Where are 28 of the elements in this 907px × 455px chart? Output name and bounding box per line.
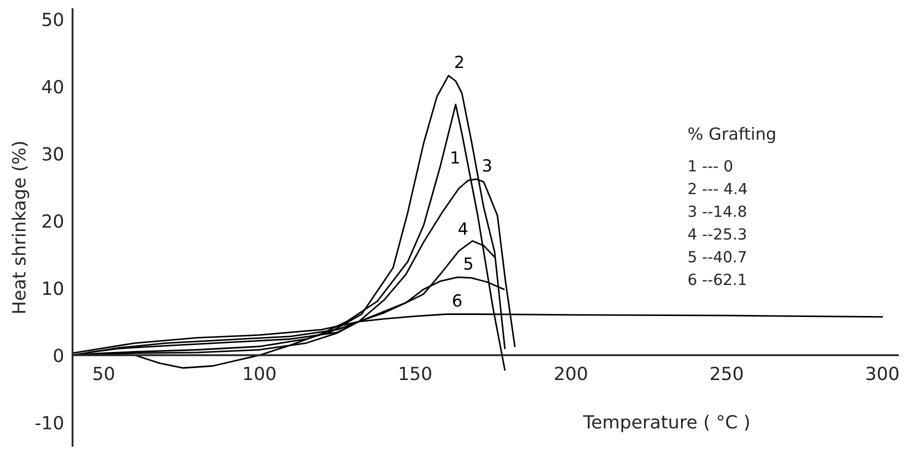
series-label: 2 [455,56,463,68]
x-tick-label: 100 [244,366,276,380]
annotation: 3 --14.8 [688,205,746,218]
y-axis-title: Heat shrinkage (%) [12,142,30,313]
y-tick-label: 40 [42,80,64,94]
annotation: 5 --40.7 [688,250,746,262]
series-label: 1 [452,151,459,164]
annotation: 2 --- 4.4 [688,182,747,194]
x-tick-label: 250 [710,366,743,380]
y-tick-label: 50 [42,12,64,26]
series-label: 5 [464,257,472,270]
annotation: % Grafting [688,127,775,144]
annotation: 1 --- 0 [689,160,732,172]
x-tick-label: 200 [554,366,587,380]
y-tick-label: 30 [42,147,64,161]
annotation: 4 --25.3 [688,228,746,240]
y-tick-label: -10 [36,416,64,430]
series-label: 6 [453,294,462,307]
y-tick-label: 0 [54,348,64,362]
y-tick-label: 20 [42,214,64,228]
series-label: 3 [483,159,492,172]
series-label: 4 [458,222,468,235]
x-tick-label: 50 [94,366,114,380]
x-axis-title: Temperature ( °C ) [583,414,749,432]
y-tick-label: 10 [43,281,64,296]
annotation: 6 --62.1 [688,274,746,286]
x-tick-label: 150 [400,366,432,380]
x-tick-label: 300 [866,366,898,380]
